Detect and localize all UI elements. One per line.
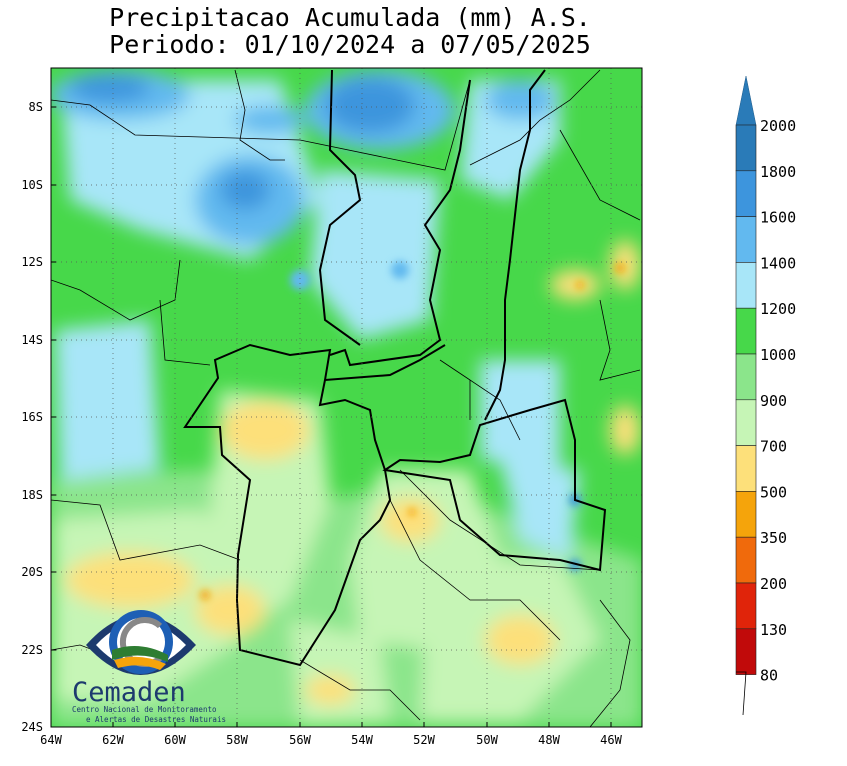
colorbar-label: 350 <box>760 529 787 547</box>
logo-tagline-1: Centro Nacional de Monitoramento <box>72 705 217 714</box>
lon-tick-label: 62W <box>102 733 124 747</box>
colorbar-label: 1000 <box>760 346 796 364</box>
colorbar-swatch <box>735 399 757 446</box>
latitude-tick-labels: 8S 10S 12S 14S 16S 18S 20S 22S 24S <box>21 100 56 734</box>
colorbar-bottom-tail <box>736 671 747 716</box>
lat-tick-label: 14S <box>21 333 43 347</box>
lon-tick-label: 52W <box>413 733 435 747</box>
colorbar-top-arrow <box>735 75 757 126</box>
logo-name: Cemaden <box>72 677 186 708</box>
colorbar-label: 80 <box>760 667 778 685</box>
lat-tick-label: 16S <box>21 410 43 424</box>
longitude-tick-labels: 64W 62W 60W 58W 56W 54W 52W 50W 48W 46W <box>40 722 623 747</box>
lon-tick-label: 64W <box>40 733 62 747</box>
lon-tick-label: 54W <box>351 733 373 747</box>
colorbar-label: 1200 <box>760 300 796 318</box>
colorbar-swatch <box>735 536 757 584</box>
lon-tick-label: 60W <box>164 733 186 747</box>
colorbar-label: 500 <box>760 483 787 501</box>
colorbar-label: 1600 <box>760 209 796 227</box>
precipitation-field <box>51 68 642 727</box>
colorbar-swatch <box>735 491 757 538</box>
colorbar-label: 1800 <box>760 163 796 181</box>
colorbar-swatch <box>735 307 757 355</box>
map-subtitle: Periodo: 01/10/2024 a 07/05/2025 <box>109 30 591 59</box>
colorbar-swatch <box>735 262 757 309</box>
lat-tick-label: 18S <box>21 488 43 502</box>
colorbar-label: 900 <box>760 392 787 410</box>
colorbar-swatch <box>735 582 757 630</box>
map-frame <box>50 67 643 728</box>
lat-tick-label: 24S <box>21 720 43 734</box>
cemaden-logo: Cemaden Centro Nacional de Monitoramento… <box>72 610 226 724</box>
lon-tick-label: 58W <box>226 733 248 747</box>
lat-tick-label: 10S <box>21 178 43 192</box>
colorbar-label: 2000 <box>760 117 796 135</box>
colorbar-label: 1400 <box>760 254 796 272</box>
colorbar-swatch <box>735 216 757 263</box>
colorbar-legend: 2000 1800 1600 1400 1200 1000 900 700 500 350 200 1… <box>735 75 796 716</box>
colorbar-swatch <box>735 445 757 492</box>
lat-tick-label: 20S <box>21 565 43 579</box>
logo-tagline-2: e Alertas de Desastres Naturais <box>86 715 226 724</box>
lon-tick-label: 48W <box>538 733 560 747</box>
lon-tick-label: 50W <box>476 733 498 747</box>
lat-tick-label: 12S <box>21 255 43 269</box>
colorbar-swatch <box>735 170 757 217</box>
map-title: Precipitacao Acumulada (mm) A.S. <box>109 3 591 32</box>
colorbar-swatch <box>735 628 757 675</box>
colorbar-swatch <box>735 124 757 172</box>
colorbar-label: 200 <box>760 575 787 593</box>
lat-tick-label: 8S <box>29 100 43 114</box>
colorbar-label: 130 <box>760 621 787 639</box>
lat-tick-label: 22S <box>21 643 43 657</box>
colorbar-swatch <box>735 353 757 401</box>
colorbar-label: 700 <box>760 438 787 456</box>
lon-tick-label: 46W <box>600 733 622 747</box>
lon-tick-label: 56W <box>289 733 311 747</box>
